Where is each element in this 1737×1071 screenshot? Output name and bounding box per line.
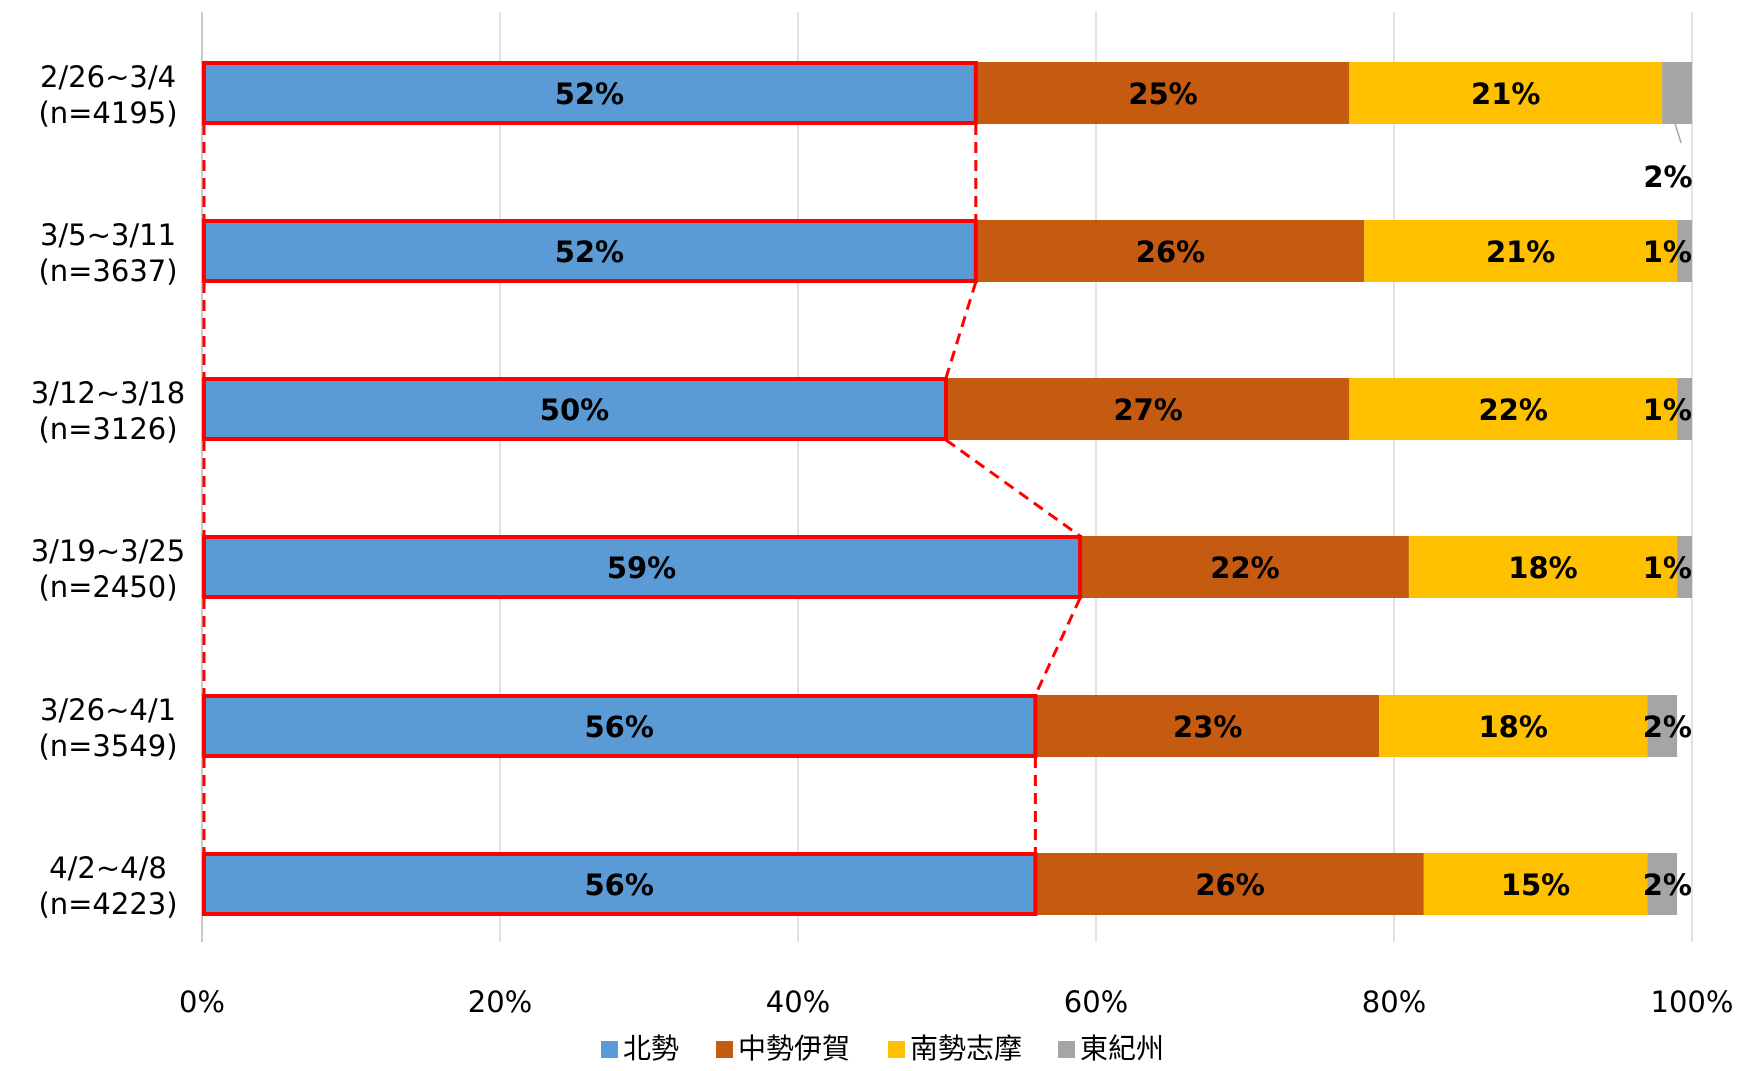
category-label: 3/26~4/1	[40, 693, 176, 727]
legend-swatch	[716, 1041, 733, 1058]
data-label: 52%	[555, 77, 624, 111]
category-sample-size: (n=4223)	[38, 887, 177, 921]
legend-label: 南勢志摩	[910, 1032, 1022, 1065]
bar-segment	[1349, 378, 1678, 440]
data-label: 22%	[1478, 393, 1547, 427]
bar-segment	[202, 378, 947, 440]
category-sample-size: (n=2450)	[38, 570, 177, 604]
category-label: 3/5~3/11	[40, 218, 176, 252]
data-label: 15%	[1501, 868, 1570, 902]
legend-label: 中勢伊賀	[738, 1032, 850, 1065]
bar-segment	[976, 220, 1365, 282]
data-label: 23%	[1173, 710, 1242, 744]
highlight-box	[202, 852, 1038, 916]
category-label: 3/12~3/18	[31, 376, 186, 410]
data-label: 52%	[555, 235, 624, 269]
bar-segment	[202, 220, 977, 282]
data-label: 2%	[1643, 868, 1692, 902]
bar-segment	[202, 695, 1037, 757]
highlight-box	[202, 61, 978, 125]
highlight-box	[202, 694, 1038, 758]
x-tick-label: 0%	[179, 985, 225, 1019]
bar-segment	[1677, 378, 1692, 440]
highlight-connector	[944, 281, 978, 379]
category-sample-size: (n=3637)	[38, 254, 177, 288]
data-label: 1%	[1643, 235, 1692, 269]
legend-label: 北勢	[623, 1032, 679, 1065]
x-tick-label: 40%	[766, 985, 830, 1019]
bar-segment	[1349, 62, 1663, 124]
category-sample-size: (n=3126)	[38, 412, 177, 446]
data-label: 59%	[607, 551, 676, 585]
bar-segment	[1364, 220, 1678, 282]
data-label: 2%	[1643, 710, 1692, 744]
legend-swatch	[1058, 1041, 1075, 1058]
data-label: 22%	[1210, 551, 1279, 585]
bar-segment	[1408, 536, 1678, 598]
bar-segment	[1423, 853, 1648, 915]
highlight-box	[202, 535, 1083, 599]
x-tick-label: 80%	[1362, 985, 1426, 1019]
data-label: 2%	[1643, 160, 1692, 194]
data-label: 1%	[1643, 551, 1692, 585]
bar-segment	[202, 62, 977, 124]
legend-swatch	[888, 1041, 905, 1058]
bar-segment	[1647, 853, 1678, 915]
data-label: 56%	[584, 868, 653, 902]
data-label: 56%	[584, 710, 653, 744]
bar-segment	[1036, 853, 1424, 915]
bar-segment	[1036, 695, 1380, 757]
bar-segment	[1677, 536, 1692, 598]
category-sample-size: (n=4195)	[38, 96, 177, 130]
bar-segment	[202, 853, 1037, 915]
data-label: 27%	[1113, 393, 1182, 427]
highlight-connector	[1034, 597, 1082, 696]
data-label: 18%	[1508, 551, 1577, 585]
bar-segment	[976, 62, 1350, 124]
data-label: 26%	[1136, 235, 1205, 269]
highlight-box	[202, 377, 948, 441]
category-label: 3/19~3/25	[31, 534, 186, 568]
category-label: 4/2~4/8	[49, 851, 167, 885]
legend-swatch	[601, 1041, 618, 1058]
legend-label: 東紀州	[1080, 1032, 1164, 1065]
data-label: 21%	[1471, 77, 1540, 111]
bar-segment	[202, 536, 1082, 598]
x-tick-label: 60%	[1064, 985, 1128, 1019]
bar-segment	[1662, 62, 1692, 124]
bar-segment	[947, 378, 1350, 440]
data-label: 25%	[1128, 77, 1197, 111]
data-label-leader	[1674, 123, 1682, 144]
bar-segment	[1379, 695, 1648, 757]
bar-segment	[1081, 536, 1409, 598]
x-tick-label: 100%	[1651, 985, 1734, 1019]
highlight-connector	[945, 438, 1081, 538]
bar-segment	[1647, 695, 1678, 757]
x-tick-label: 20%	[468, 985, 532, 1019]
highlight-box	[202, 219, 978, 283]
bar-segment	[1677, 220, 1692, 282]
category-sample-size: (n=3549)	[38, 729, 177, 763]
data-label: 50%	[540, 393, 609, 427]
data-label: 21%	[1486, 235, 1555, 269]
data-label: 18%	[1478, 710, 1547, 744]
data-label: 1%	[1643, 393, 1692, 427]
data-label: 26%	[1195, 868, 1264, 902]
category-label: 2/26~3/4	[40, 60, 176, 94]
